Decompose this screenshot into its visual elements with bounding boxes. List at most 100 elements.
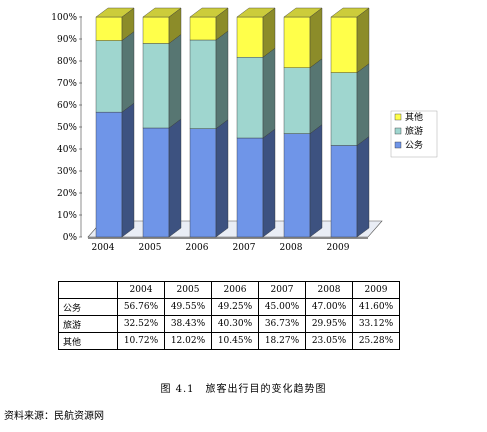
table-cell: 18.27% <box>258 332 306 350</box>
bar-front <box>236 16 264 58</box>
table-cell: 49.55% <box>164 298 212 316</box>
bar-front <box>236 137 264 238</box>
bar-front <box>330 145 358 238</box>
bar-segment <box>330 7 370 74</box>
bar-top <box>189 7 229 18</box>
y-tick-label: 80% <box>57 57 77 67</box>
x-tick-label: 2007 <box>233 243 256 253</box>
bar-segment <box>283 124 323 238</box>
table-cell: 10.72% <box>117 332 165 350</box>
y-tick-label: 60% <box>57 101 77 111</box>
legend-swatch <box>394 141 402 149</box>
table-cell: 2005 <box>164 281 212 299</box>
table-cell: 25.28% <box>352 332 400 350</box>
table-cell: 23.05% <box>305 332 353 350</box>
table-cell: 2006 <box>211 281 259 299</box>
bar-side <box>262 47 276 139</box>
legend-swatch <box>394 127 402 135</box>
bar-segment <box>236 7 276 58</box>
x-tick-label: 2006 <box>186 243 209 253</box>
y-tick-label: 100% <box>51 13 77 23</box>
bar-segment <box>95 102 135 238</box>
table-cell: 49.25% <box>211 298 259 316</box>
table-row-label: 其他 <box>58 332 118 350</box>
table-cell: 33.12% <box>352 315 400 333</box>
bar-segment <box>283 58 323 135</box>
bar-front <box>283 16 311 68</box>
y-tick-label: 90% <box>57 35 77 45</box>
legend-swatch <box>394 113 402 121</box>
table-cell: 12.02% <box>164 332 212 350</box>
bar-segment <box>330 136 370 238</box>
table-cell: 2004 <box>117 281 165 299</box>
bar-side <box>121 102 135 238</box>
bar-front <box>189 16 217 41</box>
legend-item: 其他 <box>394 111 423 123</box>
table-cell: 2008 <box>305 281 353 299</box>
bar-segment <box>189 119 229 238</box>
bar-top <box>236 7 276 18</box>
bar-segment <box>142 34 182 129</box>
table-row-label <box>58 281 118 299</box>
bar-top <box>283 7 323 18</box>
y-tick-label: 50% <box>57 123 77 133</box>
table-cell: 41.60% <box>352 298 400 316</box>
legend-item: 公务 <box>394 139 423 151</box>
bar-segment <box>236 128 276 238</box>
bar-side <box>356 7 370 74</box>
bar-front <box>142 127 170 238</box>
table-cell: 29.95% <box>305 315 353 333</box>
bar-side <box>215 30 229 130</box>
bar-side <box>309 58 323 135</box>
bars <box>95 7 370 238</box>
table-cell: 2007 <box>258 281 306 299</box>
bar-segment <box>330 63 370 146</box>
legend-label: 其他 <box>405 111 423 123</box>
legend-label: 旅游 <box>405 125 423 137</box>
bar-front <box>95 40 123 113</box>
table-row: 其他 10.72% 12.02% 10.45% 18.27% 23.05% 25.28% <box>58 332 400 350</box>
y-axis-ticks: 0% 10% 20% 30% 40% 50% 60% 70% 80% 90% 100% <box>51 13 82 243</box>
bar-top <box>330 7 370 18</box>
table-cell: 40.30% <box>211 315 259 333</box>
floor-front <box>88 237 368 239</box>
bar-top <box>95 7 135 18</box>
table-cell: 38.43% <box>164 315 212 333</box>
bar-side <box>309 124 323 238</box>
table-cell: 32.52% <box>117 315 165 333</box>
bar-segment <box>283 7 323 69</box>
y-tick-label: 40% <box>57 145 77 155</box>
y-tick-label: 70% <box>57 79 77 89</box>
x-tick-label: 2004 <box>92 243 115 253</box>
y-tick-label: 0% <box>63 233 78 243</box>
bar-front <box>283 67 311 134</box>
legend-label: 公务 <box>405 139 423 151</box>
bar-front <box>330 72 358 146</box>
table-header-row: 2004 2005 2006 2007 2008 2009 <box>58 281 400 299</box>
bar-side <box>168 34 182 129</box>
bar-side <box>262 128 276 238</box>
table-row: 旅游 32.52% 38.43% 40.30% 36.73% 29.95% 33.12% <box>58 315 400 333</box>
table-cell: 56.76% <box>117 298 165 316</box>
bar-side <box>168 118 182 238</box>
bar-side <box>356 63 370 146</box>
bar-front <box>330 16 358 73</box>
table-cell: 2009 <box>352 281 400 299</box>
figure-caption: 图 4.1 旅客出行目的变化趋势图 <box>160 384 327 395</box>
table-row: 公务 56.76% 49.55% 49.25% 45.00% 47.00% 41.60% <box>58 298 400 316</box>
y-tick-label: 30% <box>57 167 77 177</box>
x-tick-label: 2009 <box>327 243 350 253</box>
bar-side <box>309 7 323 69</box>
x-tick-label: 2008 <box>280 243 303 253</box>
table-cell: 36.73% <box>258 315 306 333</box>
y-tick-label: 10% <box>57 211 77 221</box>
bar-side <box>215 119 229 238</box>
bar-front <box>189 128 217 238</box>
x-tick-label: 2005 <box>139 243 162 253</box>
data-table: 2004 2005 2006 2007 2008 2009 公务 56.76% 49.55% 49… <box>58 281 400 350</box>
bar-segment <box>236 47 276 139</box>
bar-front <box>95 111 123 238</box>
bar-front <box>95 16 123 41</box>
bar-front <box>236 56 264 139</box>
